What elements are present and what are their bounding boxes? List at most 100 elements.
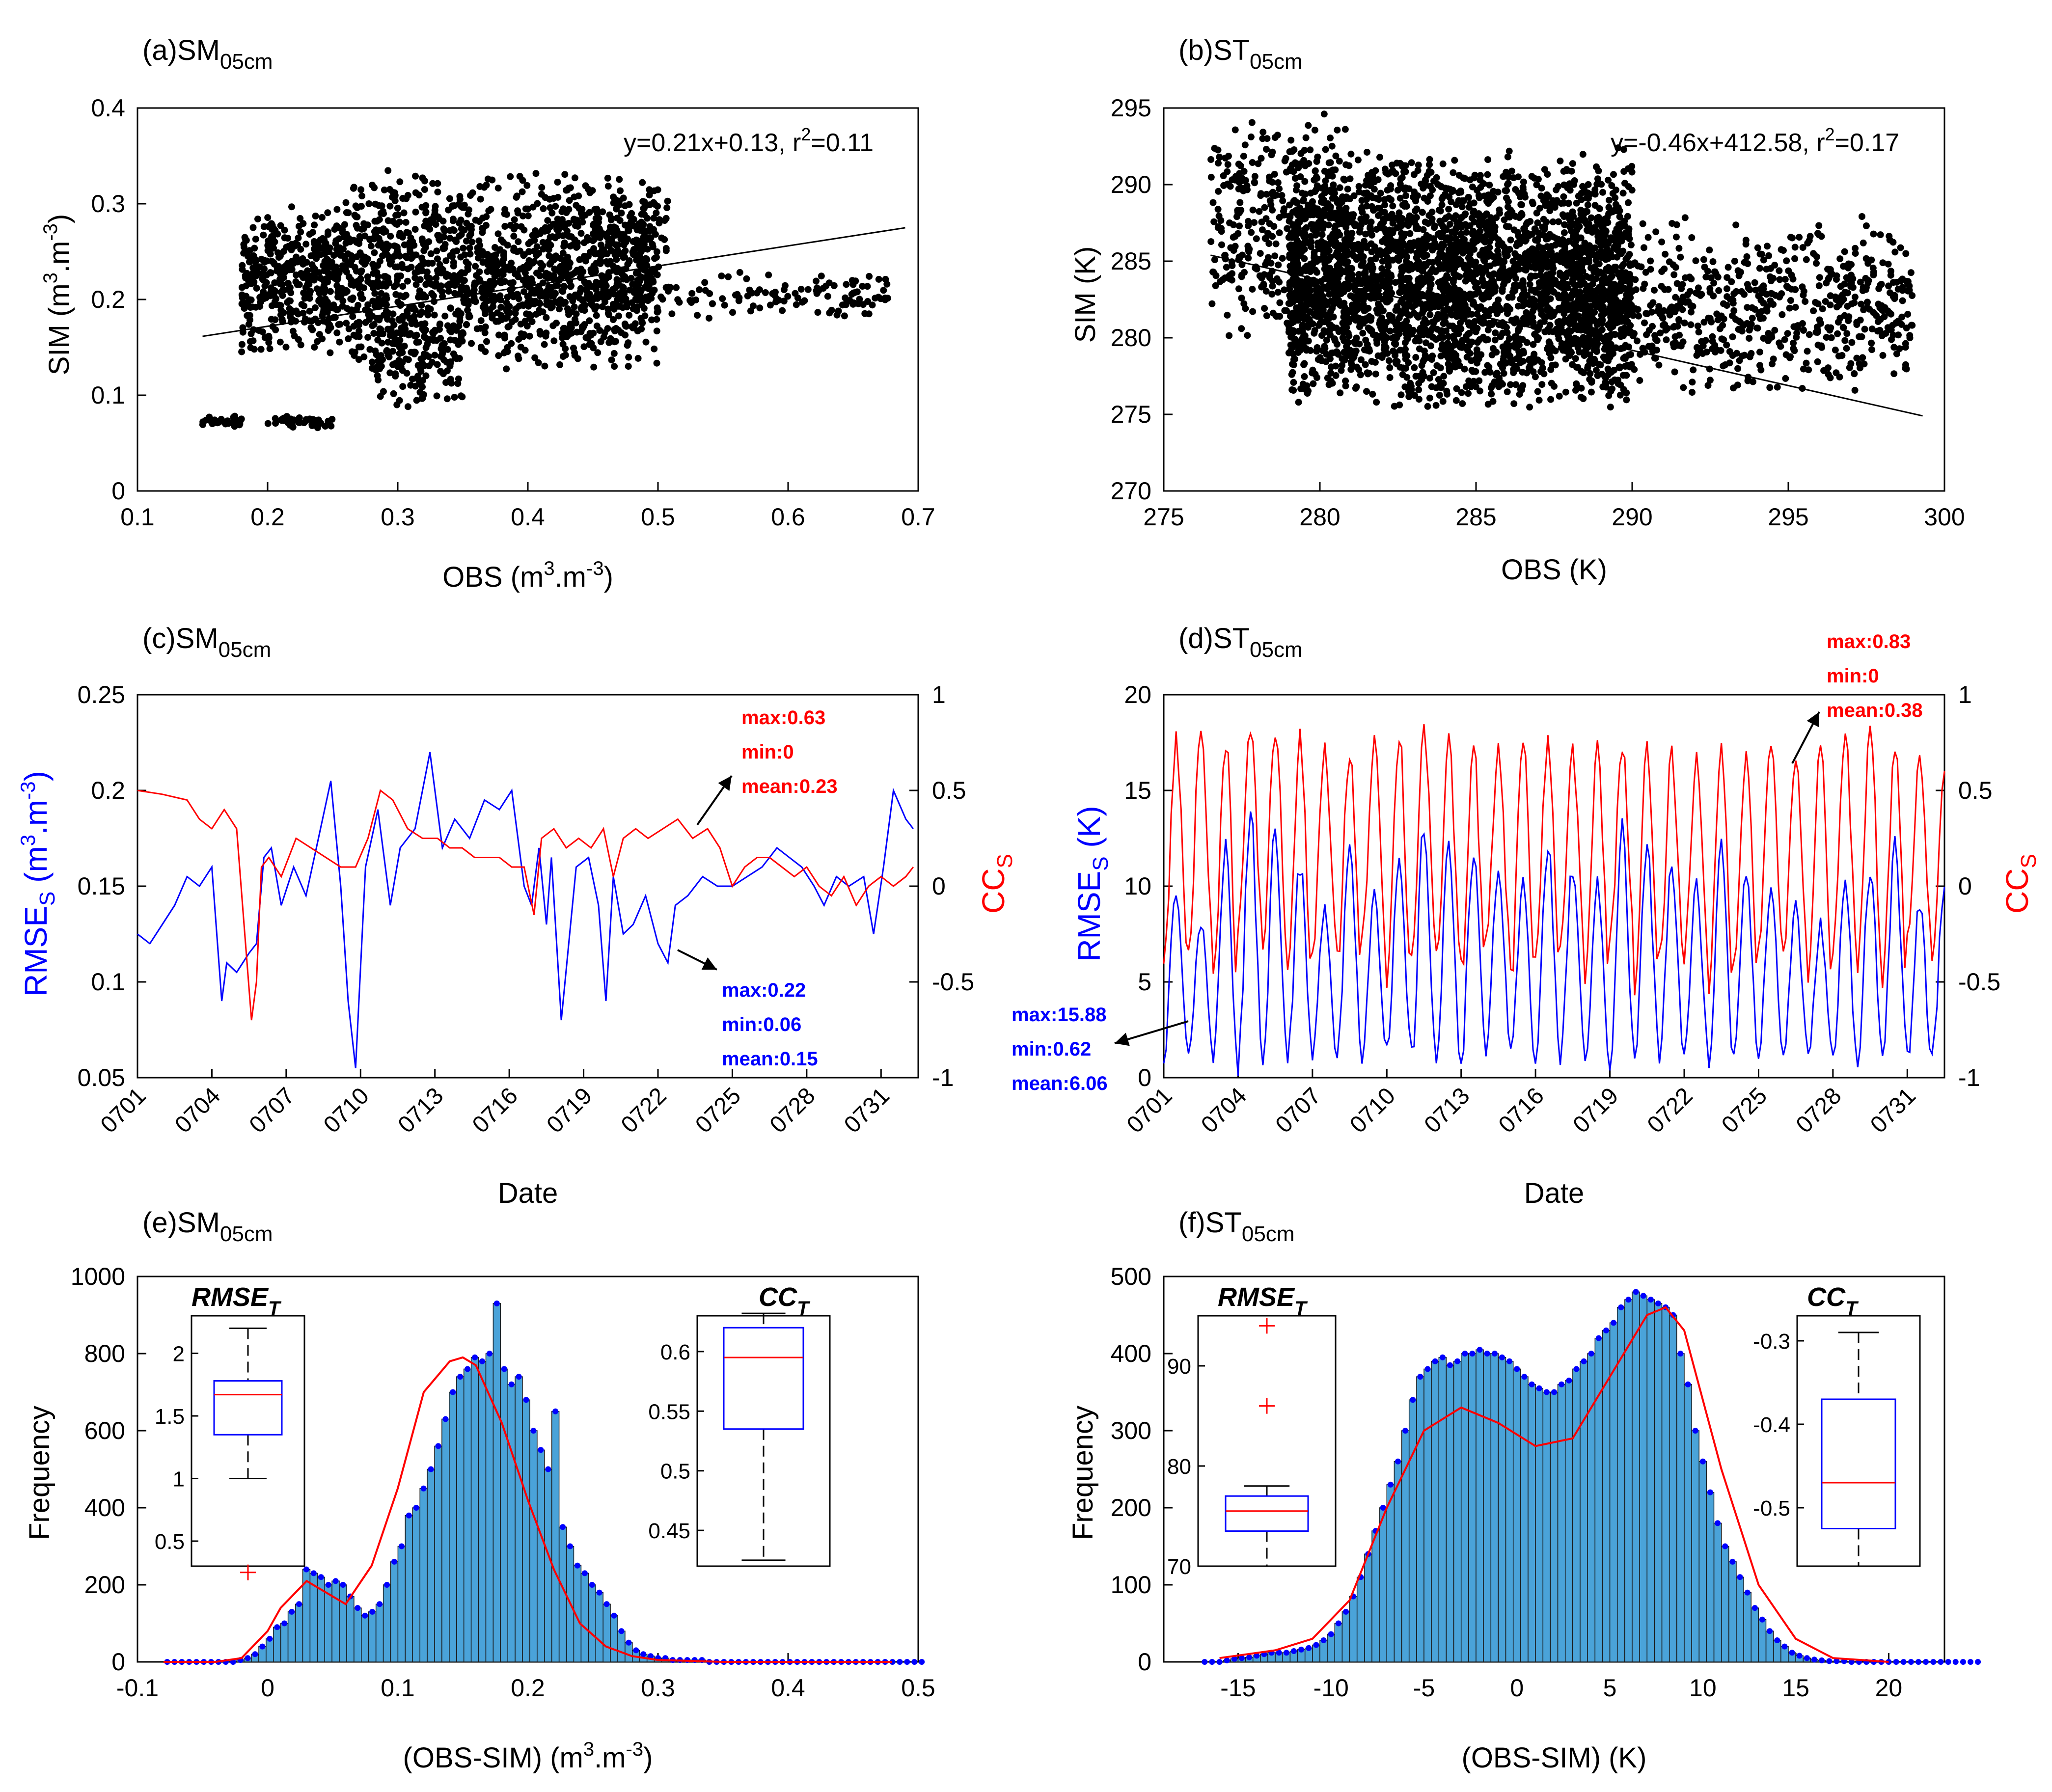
panel-a-point xyxy=(364,301,372,308)
panel-b-point xyxy=(1619,190,1627,197)
panel-b-point xyxy=(1318,184,1325,191)
panel-a-point xyxy=(405,356,412,363)
panel-a-point xyxy=(420,353,427,361)
panel-a-point xyxy=(409,305,416,312)
panel-a-point xyxy=(396,229,404,237)
panel-a-point xyxy=(384,316,391,323)
panel-a-point xyxy=(610,350,618,357)
panel-b-point xyxy=(1419,369,1426,376)
panel-a-point xyxy=(298,301,305,308)
panel-a-point xyxy=(431,352,438,359)
panel-b-point xyxy=(1625,199,1632,206)
panel-a-point xyxy=(451,353,459,360)
panel-a-point xyxy=(473,325,481,332)
panel-b-point xyxy=(1578,196,1585,203)
panel-b-point xyxy=(1258,274,1265,282)
panel-a-point xyxy=(513,305,520,312)
panel-a-point xyxy=(374,363,381,370)
panel-b-point xyxy=(1249,159,1256,166)
panel-a-point xyxy=(544,274,551,282)
panel-a-point xyxy=(586,189,594,196)
panel-a-point xyxy=(281,226,288,234)
panel-a-point xyxy=(465,206,472,214)
panel-a-point xyxy=(622,221,629,229)
panel-a-point xyxy=(769,290,776,297)
panel-a-point xyxy=(558,208,566,216)
panel-a-point xyxy=(272,316,279,324)
panel-a-point xyxy=(633,226,641,234)
panel-a-point xyxy=(499,257,506,265)
panel-b-point xyxy=(1606,196,1613,204)
panel-a-point xyxy=(648,267,656,274)
panel-a-point xyxy=(423,273,431,280)
panel-a-point xyxy=(654,203,661,210)
panel-b-point xyxy=(1236,199,1244,206)
panel-b-point xyxy=(1535,397,1543,404)
panel-a-point xyxy=(377,326,384,333)
panel-a-point xyxy=(706,315,712,322)
panel-a-point xyxy=(450,262,457,270)
panel-a-point xyxy=(412,189,419,196)
panel-a-point xyxy=(434,180,441,187)
panel-a-point xyxy=(638,211,645,218)
panel-a-point xyxy=(361,232,369,240)
panel-a-point xyxy=(373,217,381,225)
panel-a-point xyxy=(280,274,287,281)
panel-b-point xyxy=(1452,397,1460,404)
panel-a-point xyxy=(312,421,320,429)
panel-b-point xyxy=(1212,282,1219,289)
panel-b-xtick-label: 285 xyxy=(1455,503,1496,531)
panel-a-point xyxy=(482,323,489,330)
panel-a-point xyxy=(224,417,231,425)
panel-a-point xyxy=(373,269,381,276)
panel-a-point xyxy=(546,252,553,260)
panel-a-point xyxy=(368,358,376,366)
panel-a-point xyxy=(864,298,872,305)
panel-a-point xyxy=(410,242,418,249)
panel-a-point xyxy=(528,298,536,305)
panel-b-point xyxy=(1237,162,1244,169)
panel-b-point xyxy=(1302,162,1309,169)
panel-a-point xyxy=(366,346,374,353)
panel-a-point xyxy=(438,344,445,351)
panel-a-point xyxy=(351,349,358,356)
panel-a-point xyxy=(593,322,601,329)
panel-a-point xyxy=(510,246,518,254)
panel-b-point xyxy=(1251,179,1258,187)
panel-b-point xyxy=(1269,206,1276,214)
panel-a-point xyxy=(341,221,348,228)
panel-a-point xyxy=(311,344,318,351)
panel-a-point xyxy=(437,353,444,360)
panel-b-point xyxy=(1300,290,1308,298)
panel-b-point xyxy=(1623,396,1630,404)
panel-b-point xyxy=(1347,150,1355,158)
panel-a-point xyxy=(702,287,709,294)
panel-a-point xyxy=(694,312,701,319)
panel-b-point xyxy=(1256,208,1263,215)
panel-a-point xyxy=(561,257,569,264)
panel-a-point xyxy=(611,338,618,346)
panel-a-point xyxy=(453,238,460,245)
panel-b-point xyxy=(1539,223,1546,231)
panel-a-point xyxy=(264,420,272,427)
panel-a-point xyxy=(422,202,430,209)
panel-a-point xyxy=(586,330,594,337)
panel-a-point xyxy=(478,284,486,292)
panel-a-point xyxy=(797,286,805,293)
panel-a-point xyxy=(353,333,360,340)
panel-a-point xyxy=(381,296,388,303)
panel-b-point xyxy=(1291,175,1299,182)
panel-a-point xyxy=(577,265,585,272)
panel-a-point xyxy=(466,250,474,258)
panel-b-point xyxy=(1238,273,1245,280)
panel-b-point xyxy=(1268,291,1276,298)
panel-b-point xyxy=(1470,208,1477,215)
panel-a-point xyxy=(265,237,272,244)
panel-a-point xyxy=(350,185,357,192)
panel-b-point xyxy=(1468,367,1476,374)
panel-a-point xyxy=(399,313,406,320)
panel-a-point xyxy=(623,323,630,330)
panel-a-point xyxy=(551,234,559,242)
panel-a-point xyxy=(519,188,526,195)
panel-a-point xyxy=(522,205,529,213)
